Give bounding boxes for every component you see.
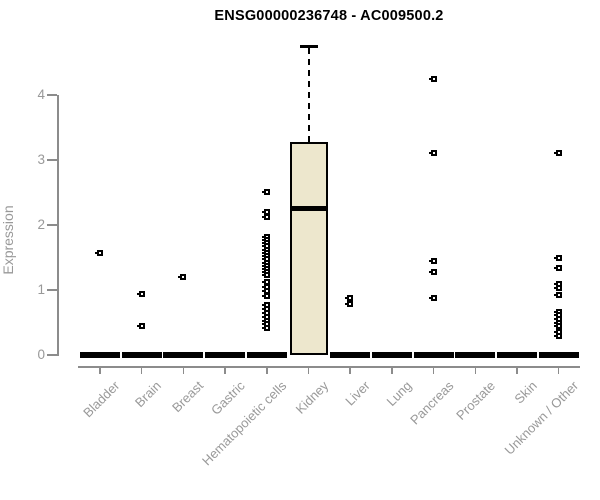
- outlier-marker: [261, 292, 270, 299]
- zero-median-bar: [371, 352, 412, 358]
- zero-median-bar: [538, 352, 579, 358]
- x-axis-tick: [307, 366, 310, 374]
- outlier-marker: [136, 290, 145, 297]
- outlier-marker: [428, 257, 437, 264]
- outlier-marker: [345, 301, 354, 308]
- x-category-label: Prostate: [453, 378, 498, 423]
- outlier-marker: [178, 274, 187, 280]
- x-category-label: Breast: [168, 378, 207, 416]
- x-axis-line: [78, 366, 580, 368]
- x-category-label: Unknown / Other: [501, 378, 582, 458]
- x-axis-tick: [391, 366, 393, 374]
- zero-median-bar: [330, 352, 371, 358]
- x-axis-tick: [266, 366, 268, 374]
- x-axis-tick: [140, 366, 143, 374]
- box: [289, 142, 328, 355]
- whisker-line: [307, 48, 310, 143]
- zero-median-bar: [455, 352, 496, 358]
- zero-median-bar: [80, 352, 120, 358]
- outlier-marker: [428, 149, 437, 156]
- y-axis-tick: [47, 354, 57, 356]
- outlier-marker: [345, 295, 354, 302]
- outlier-marker: [553, 285, 562, 292]
- outlier-marker: [261, 214, 270, 221]
- chart-title: ENSG00000236748 - AC009500.2: [214, 8, 444, 24]
- outlier-marker: [553, 264, 562, 271]
- zero-median-bar: [246, 352, 287, 358]
- x-axis-tick: [99, 366, 101, 374]
- x-axis-tick: [182, 366, 185, 374]
- y-axis-tick: [47, 289, 57, 291]
- x-axis-tick: [224, 366, 226, 374]
- whisker-cap: [299, 45, 318, 49]
- x-category-label: Liver: [342, 378, 373, 409]
- outlier-marker: [261, 209, 270, 215]
- x-axis-tick: [349, 366, 351, 374]
- outlier-marker: [95, 249, 103, 256]
- median-line: [289, 206, 328, 212]
- x-axis-tick: [432, 366, 435, 374]
- zero-median-bar: [163, 352, 204, 358]
- y-axis-line: [57, 95, 59, 356]
- y-axis-tick: [47, 159, 57, 161]
- x-axis-tick: [557, 366, 560, 374]
- outlier-marker: [428, 269, 437, 276]
- outlier-marker: [136, 322, 145, 329]
- outlier-marker: [428, 75, 437, 82]
- outlier-marker: [261, 325, 270, 332]
- y-tick-label: 4: [37, 87, 45, 102]
- zero-median-bar: [413, 352, 454, 358]
- y-axis-tick: [47, 94, 57, 96]
- outlier-marker: [428, 294, 437, 301]
- outlier-marker: [553, 291, 562, 298]
- x-axis-tick: [516, 366, 518, 374]
- x-category-label: Gastric: [207, 378, 248, 418]
- outlier-marker: [553, 149, 562, 156]
- outlier-marker: [261, 272, 270, 279]
- outlier-marker: [261, 188, 270, 195]
- zero-median-bar: [121, 352, 162, 358]
- y-axis-tick: [47, 224, 57, 226]
- outlier-marker: [553, 332, 562, 339]
- outlier-marker: [553, 255, 562, 262]
- zero-median-bar: [497, 352, 537, 358]
- x-category-label: Lung: [383, 378, 415, 410]
- x-category-label: Pancreas: [406, 378, 457, 428]
- x-category-label: Kidney: [292, 378, 332, 417]
- x-axis-tick: [474, 366, 477, 374]
- x-category-label: Brain: [132, 378, 165, 411]
- y-tick-label: 3: [37, 152, 45, 167]
- x-category-label: Bladder: [80, 378, 123, 421]
- y-tick-label: 2: [37, 217, 45, 232]
- outlier-marker: [553, 323, 562, 330]
- y-tick-label: 1: [37, 282, 45, 297]
- x-category-label: Skin: [511, 378, 540, 407]
- y-tick-label: 0: [37, 347, 45, 362]
- zero-median-bar: [205, 352, 246, 358]
